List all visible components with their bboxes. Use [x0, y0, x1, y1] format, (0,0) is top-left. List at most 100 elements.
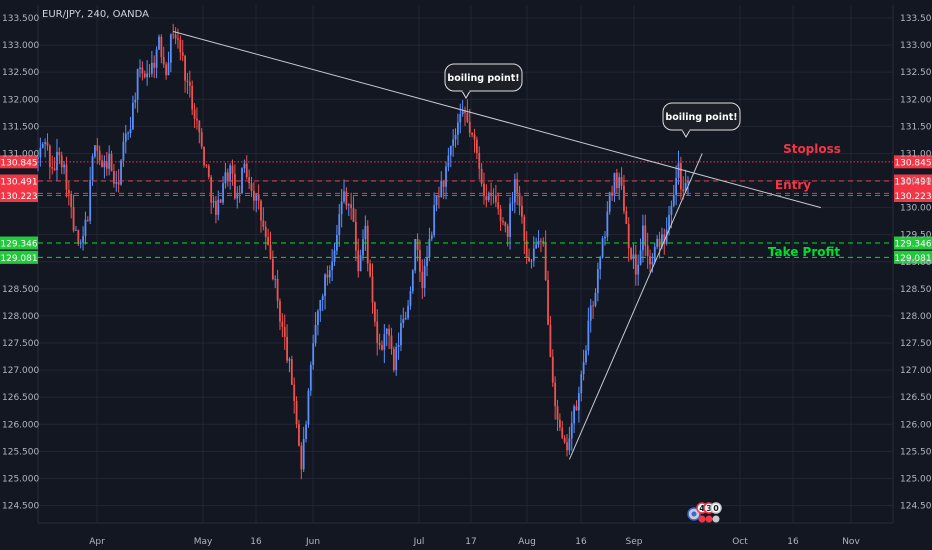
speech-bubble-text: boiling point! [447, 73, 519, 84]
x-tick-label: Nov [842, 537, 860, 547]
candle-body [326, 274, 329, 278]
candle-body [101, 160, 103, 168]
candle-body [115, 182, 118, 184]
candles [37, 23, 689, 480]
candle-body [241, 168, 243, 194]
candle-body [94, 145, 96, 157]
candle-body [568, 438, 571, 451]
candle-body [646, 245, 649, 257]
candle-body [226, 172, 229, 181]
candle-body [77, 229, 80, 244]
candle-body [549, 324, 552, 357]
price-tag-right-text: 130.223 [894, 192, 931, 202]
price-tag-left [0, 236, 38, 250]
candle-body [366, 225, 369, 264]
candle-body [105, 161, 108, 169]
y-tick-label: 125.000 [900, 474, 932, 484]
candle-body [295, 400, 298, 424]
candle-body [108, 153, 111, 169]
candle-body [169, 34, 172, 63]
candle-body [186, 80, 189, 82]
candle-body [286, 336, 288, 361]
y-tick-label-left: 124.500 [2, 502, 39, 512]
price-tag-right [894, 174, 932, 188]
event-badge-count: 4 [699, 504, 705, 513]
candle-body [124, 133, 127, 142]
candle-body [497, 202, 500, 209]
candle-body [279, 300, 281, 322]
candle-body [395, 346, 398, 370]
candle-body [288, 359, 291, 361]
y-tick-label-left: 127.000 [2, 366, 39, 376]
price-tag-left-text: 130.223 [0, 192, 37, 202]
candle-body [601, 238, 604, 258]
candle-body [459, 114, 462, 123]
candle-body [191, 85, 194, 110]
candle-body [210, 176, 213, 203]
candle-body [599, 257, 602, 270]
candle-body [44, 142, 47, 144]
candle-body [233, 173, 236, 199]
speech-bubble-tail-mask [462, 89, 470, 92]
candle-body [255, 194, 258, 201]
speech-bubble: boiling point! [662, 102, 741, 139]
candle-body [435, 195, 438, 206]
candle-body [343, 191, 345, 202]
x-tick-label: Jul [413, 537, 425, 547]
candle-body [392, 348, 395, 370]
price-tag-left [0, 250, 38, 264]
candle-body [504, 222, 507, 227]
candle-body [428, 238, 431, 258]
candle-body [606, 211, 609, 237]
candle-body [65, 164, 68, 190]
candle-body [409, 291, 412, 306]
price-tag-left-text: 130.845 [0, 158, 37, 168]
candle-body [407, 305, 409, 318]
candle-body [82, 236, 84, 243]
candle-body [542, 241, 545, 244]
candle-body [490, 192, 493, 196]
candle-body [347, 204, 350, 206]
candle-body [625, 211, 628, 224]
candle-body [229, 165, 232, 181]
candle-body [651, 261, 654, 265]
candle-body [400, 323, 402, 346]
candle-body [483, 183, 485, 197]
x-tick-label: 16 [575, 537, 587, 547]
candle-body [634, 254, 637, 275]
candle-body [487, 192, 490, 201]
candle-body [525, 240, 528, 258]
candle-body [276, 278, 279, 301]
candle-body [331, 261, 334, 271]
candle-body [684, 182, 687, 192]
y-tick-label: 127.000 [900, 366, 932, 376]
candle-body [523, 216, 526, 241]
candle-body [84, 219, 87, 237]
candle-body [309, 364, 312, 391]
candle-body [442, 180, 445, 187]
candle-body [333, 250, 336, 262]
candle-body [430, 235, 433, 239]
candle-body [411, 270, 414, 292]
candle-body [200, 132, 203, 147]
y-tick-label: 127.500 [900, 339, 932, 349]
candle-body [471, 132, 474, 135]
candle-body [551, 356, 554, 383]
candle-body [554, 382, 557, 407]
candle-body [575, 406, 578, 411]
candle-body [480, 168, 483, 184]
price-tag-left-text: 129.081 [0, 254, 37, 264]
candle-body [376, 321, 379, 343]
price-tag-right [894, 236, 932, 250]
annotation-take-profit: Take Profit [768, 245, 841, 259]
candle-body [454, 134, 457, 140]
candle-body [67, 189, 70, 194]
candle-body [153, 62, 156, 68]
candle-body [665, 229, 668, 244]
price-tag-right [894, 250, 932, 264]
speech-bubble: boiling point! [444, 63, 523, 100]
price-tag-left [0, 189, 38, 203]
candle-body [75, 229, 77, 231]
